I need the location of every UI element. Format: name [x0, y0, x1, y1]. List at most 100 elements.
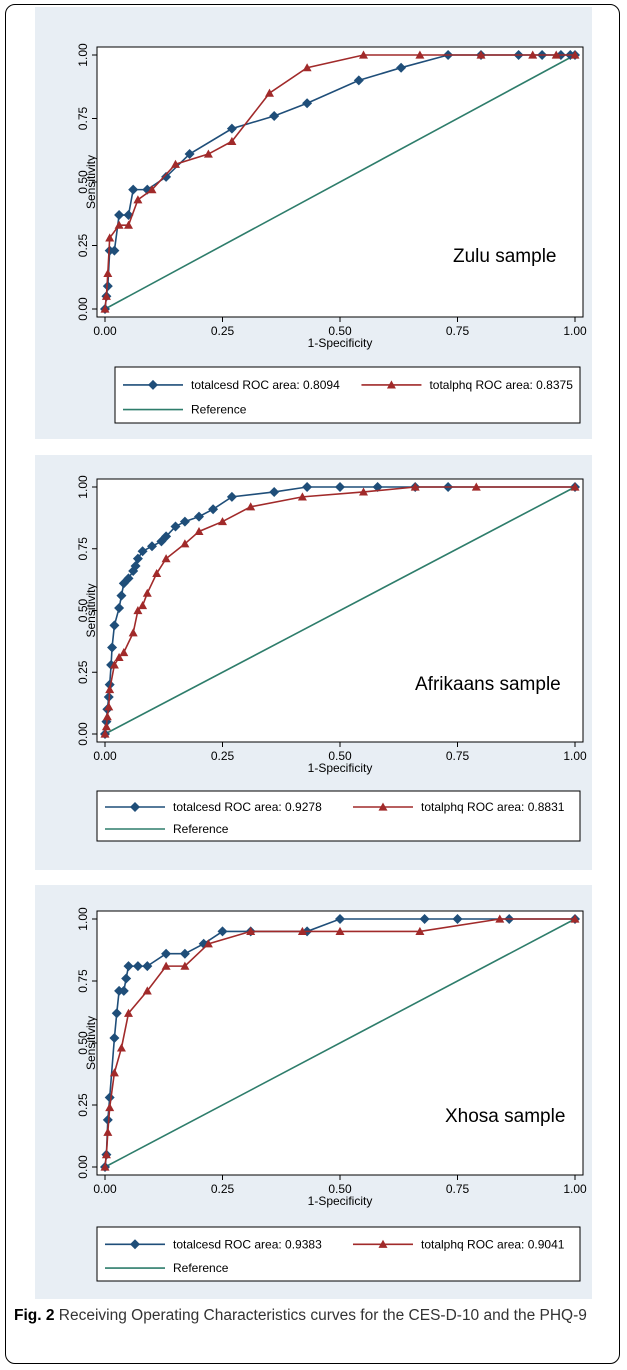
x-tick-label: 0.25 [211, 1182, 235, 1196]
totalcesd-point [130, 561, 141, 572]
totalphq-point [180, 961, 190, 970]
roc-chart-xhosa: 0.00 0.25 0.50 0.75 1.00 0.00 0.25 0.50 0.75 1.00… [76, 907, 587, 1282]
totalcesd-point [109, 1033, 120, 1044]
legend-label: totalphq ROC area: 0.9041 [421, 1237, 565, 1251]
x-axis-label: 1-Specificity [308, 1194, 373, 1208]
y-tick-label: 0.75 [76, 106, 90, 130]
x-tick-label: 1.00 [563, 749, 587, 763]
totalphq-point [180, 539, 190, 548]
totalcesd-point [208, 504, 219, 515]
totalcesd-point [161, 171, 172, 182]
totalcesd-point [104, 679, 115, 690]
y-tick-label: 0.50 [76, 1031, 90, 1055]
totalcesd-point [128, 565, 139, 576]
y-tick-label: 0.00 [76, 297, 90, 321]
legend-label: Reference [173, 1261, 229, 1275]
totalphq-point [570, 50, 580, 59]
totalphq-point [246, 502, 256, 511]
totalphq-point [103, 268, 113, 278]
totalphq-point [570, 914, 580, 923]
legend: totalcesd ROC area: 0.9383 totalphq ROC a… [96, 1226, 581, 1282]
totalphq-point [100, 304, 110, 313]
totalphq-point [203, 149, 213, 158]
totalcesd-point [269, 486, 280, 497]
totalcesd-point [226, 491, 237, 502]
totalcesd-point [170, 521, 181, 532]
series-line-reference [104, 54, 576, 310]
y-tick-label: 0.25 [76, 1093, 90, 1117]
x-tick-label: 0.50 [328, 1182, 352, 1196]
totalphq-point [109, 1068, 119, 1077]
roc-panel-xhosa: 0.00 0.25 0.50 0.75 1.00 0.00 0.25 0.50 0.75 1.00… [35, 885, 592, 1299]
legend: totalcesd ROC area: 0.9278 totalphq ROC a… [96, 790, 581, 842]
x-tick-label: 1.00 [563, 1182, 587, 1196]
totalphq-point [101, 291, 111, 300]
legend-label: totalcesd ROC area: 0.8094 [191, 378, 340, 392]
legend-marker [130, 1239, 140, 1250]
totalphq-point [142, 986, 152, 995]
totalphq-point [102, 712, 112, 721]
totalcesd-point [302, 482, 313, 492]
sample-annotation: Xhosa sample [445, 1106, 565, 1127]
y-tick-label: 1.00 [76, 43, 90, 67]
totalphq-point [152, 568, 162, 578]
sample-annotation: Afrikaans sample [415, 674, 561, 695]
y-tick-label: 0.50 [76, 598, 90, 622]
legend-marker [130, 802, 140, 812]
totalphq-point [476, 50, 486, 59]
legend-box [96, 1226, 581, 1282]
totalphq-point [171, 159, 180, 168]
legend-label: Reference [173, 822, 229, 836]
totalcesd-point [116, 590, 127, 601]
x-tick-label: 1.00 [563, 324, 587, 338]
y-tick-label: 0.50 [76, 170, 90, 194]
totalcesd-point [114, 210, 125, 221]
totalphq-point [415, 926, 425, 935]
totalcesd-point [269, 110, 280, 121]
totalphq-point [551, 50, 561, 59]
x-axis-label: 1-Specificity [308, 336, 373, 350]
totalcesd-point [156, 536, 167, 547]
totalcesd-point [353, 75, 364, 86]
totalphq-point [142, 588, 152, 597]
totalcesd-point [179, 516, 190, 527]
x-tick-label: 0.75 [446, 1182, 470, 1196]
totalphq-point [528, 50, 538, 59]
x-tick-label: 0.00 [93, 1182, 117, 1196]
y-axis-label: Sensitivity [84, 1016, 98, 1070]
totalphq-point [194, 526, 204, 536]
legend-box [96, 790, 581, 842]
caption-text: Receiving Operating Characteristics curv… [58, 1307, 587, 1324]
totalphq-point [138, 601, 148, 610]
totalcesd-point [372, 482, 383, 492]
totalcesd-point [419, 914, 430, 924]
x-tick-label: 0.75 [446, 324, 470, 338]
legend-marker [378, 1239, 388, 1248]
x-tick-label: 0.00 [93, 324, 117, 338]
totalphq-point [101, 722, 111, 731]
sample-annotation: Zulu sample [453, 246, 557, 267]
y-tick-label: 0.75 [76, 537, 90, 561]
totalcesd-point [128, 184, 139, 195]
x-tick-label: 0.25 [211, 324, 235, 338]
totalcesd-point [217, 926, 228, 937]
totalphq-point [114, 652, 124, 662]
totalcesd-point [123, 573, 134, 584]
roc-chart-afrikaans: 0.00 0.25 0.50 0.75 1.00 0.00 0.25 0.50 0.75 1.00… [76, 475, 587, 842]
totalphq-point [114, 220, 124, 229]
caption-label: Fig. 2 [14, 1307, 55, 1324]
totalcesd-point [102, 1114, 113, 1125]
totalcesd-point [114, 603, 125, 614]
totalphq-point [124, 1008, 133, 1017]
totalphq-point [297, 926, 307, 935]
legend-label: totalphq ROC area: 0.8375 [429, 378, 573, 392]
totalphq-point [415, 50, 425, 59]
legend-marker [378, 802, 388, 811]
totalcesd-point [142, 961, 153, 972]
plot-area [96, 46, 584, 318]
totalphq-point [359, 50, 368, 59]
totalcesd-point [109, 620, 120, 631]
y-tick-label: 1.00 [76, 475, 90, 499]
x-tick-label: 0.50 [328, 749, 352, 763]
totalphq-point [105, 685, 115, 694]
